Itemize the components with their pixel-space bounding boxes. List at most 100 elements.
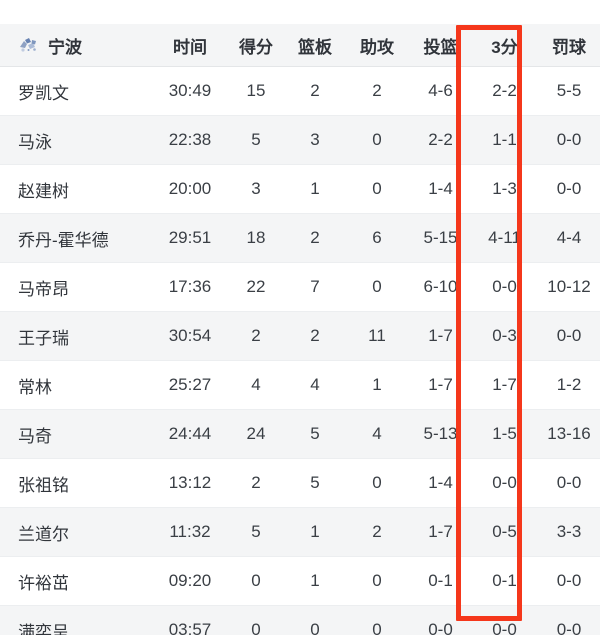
cell-player-name: 兰道尔 — [0, 507, 152, 557]
cell-field-goals: 0-0 — [408, 605, 473, 635]
cell-player-name: 罗凯文 — [0, 66, 152, 116]
cell-field-goals: 2-2 — [408, 115, 473, 165]
cell-three-points: 0-5 — [473, 507, 536, 557]
cell-field-goals: 1-7 — [408, 360, 473, 410]
cell-points: 5 — [228, 507, 284, 557]
cell-player-name: 马奇 — [0, 409, 152, 459]
table-row[interactable]: 许裕茁 09:20 0 1 0 0-1 0-1 0-0 — [0, 556, 600, 606]
cell-rebounds: 1 — [284, 507, 346, 557]
cell-points: 0 — [228, 605, 284, 635]
table-row[interactable]: 乔丹-霍华德 29:51 18 2 6 5-15 4-11 4-4 — [0, 213, 600, 263]
cell-minutes: 24:44 — [152, 409, 228, 459]
cell-rebounds: 2 — [284, 213, 346, 263]
cell-rebounds: 7 — [284, 262, 346, 312]
cell-assists: 1 — [346, 360, 408, 410]
cell-field-goals: 0-1 — [408, 556, 473, 606]
cell-free-throws: 10-12 — [536, 262, 600, 312]
column-header-team[interactable]: 宁波 — [0, 24, 152, 67]
table-row[interactable]: 马帝昂 17:36 22 7 0 6-10 0-0 10-12 — [0, 262, 600, 312]
cell-rebounds: 5 — [284, 458, 346, 508]
column-header-field-goals[interactable]: 投篮 — [408, 24, 473, 67]
header-row: 宁波 时间 得分 篮板 助攻 投篮 3分 罚球 抢 — [0, 24, 600, 67]
cell-points: 3 — [228, 164, 284, 214]
cell-points: 2 — [228, 458, 284, 508]
cell-three-points: 1-1 — [473, 115, 536, 165]
cell-assists: 0 — [346, 458, 408, 508]
cell-minutes: 03:57 — [152, 605, 228, 635]
cell-field-goals: 1-7 — [408, 507, 473, 557]
column-header-assists[interactable]: 助攻 — [346, 24, 408, 67]
cell-three-points: 1-3 — [473, 164, 536, 214]
cell-free-throws: 0-0 — [536, 458, 600, 508]
cell-points: 0 — [228, 556, 284, 606]
cell-free-throws: 0-0 — [536, 556, 600, 606]
cell-minutes: 30:54 — [152, 311, 228, 361]
top-spacer — [0, 0, 600, 24]
column-header-three-points[interactable]: 3分 — [473, 24, 536, 67]
cell-assists: 0 — [346, 605, 408, 635]
cell-field-goals: 1-4 — [408, 164, 473, 214]
table-row[interactable]: 兰道尔 11:32 5 1 2 1-7 0-5 3-3 — [0, 507, 600, 557]
cell-player-name: 马泳 — [0, 115, 152, 165]
cell-field-goals: 1-7 — [408, 311, 473, 361]
cell-field-goals: 6-10 — [408, 262, 473, 312]
table-row[interactable]: 张祖铭 13:12 2 5 0 1-4 0-0 0-0 — [0, 458, 600, 508]
cell-points: 22 — [228, 262, 284, 312]
cell-points: 5 — [228, 115, 284, 165]
table-row[interactable]: 赵建树 20:00 3 1 0 1-4 1-3 0-0 — [0, 164, 600, 214]
cell-field-goals: 1-4 — [408, 458, 473, 508]
cell-points: 4 — [228, 360, 284, 410]
cell-rebounds: 1 — [284, 556, 346, 606]
cell-field-goals: 4-6 — [408, 66, 473, 116]
cell-assists: 0 — [346, 164, 408, 214]
cell-free-throws: 1-2 — [536, 360, 600, 410]
cell-assists: 6 — [346, 213, 408, 263]
column-header-time[interactable]: 时间 — [152, 24, 228, 67]
cell-player-name: 乔丹-霍华德 — [0, 213, 152, 263]
cell-minutes: 11:32 — [152, 507, 228, 557]
table-body: 罗凯文 30:49 15 2 2 4-6 2-2 5-5 马泳 22:38 5 3 0 2-2 1-1 0-0… — [0, 66, 600, 635]
cell-three-points: 1-7 — [473, 360, 536, 410]
cell-rebounds: 0 — [284, 605, 346, 635]
cell-rebounds: 1 — [284, 164, 346, 214]
cell-three-points: 0-3 — [473, 311, 536, 361]
cell-free-throws: 0-0 — [536, 605, 600, 635]
column-header-points[interactable]: 得分 — [228, 24, 284, 67]
table-row[interactable]: 马奇 24:44 24 5 4 5-13 1-5 13-16 — [0, 409, 600, 459]
box-score-table: 宁波 时间 得分 篮板 助攻 投篮 3分 罚球 抢 罗凯文30:4915224-… — [0, 24, 600, 635]
cell-minutes: 13:12 — [152, 458, 228, 508]
cell-rebounds: 2 — [284, 311, 346, 361]
cell-assists: 0 — [346, 556, 408, 606]
cell-three-points: 1-5 — [473, 409, 536, 459]
cell-minutes: 17:36 — [152, 262, 228, 312]
cell-player-name: 许裕茁 — [0, 556, 152, 606]
team-logo-icon — [20, 38, 36, 52]
cell-three-points: 2-2 — [473, 66, 536, 116]
table-header: 宁波 时间 得分 篮板 助攻 投篮 3分 罚球 抢 — [0, 24, 600, 67]
cell-three-points: 4-11 — [473, 213, 536, 263]
cell-free-throws: 3-3 — [536, 507, 600, 557]
cell-minutes: 09:20 — [152, 556, 228, 606]
column-header-free-throws[interactable]: 罚球 — [536, 24, 600, 67]
column-header-rebounds[interactable]: 篮板 — [284, 24, 346, 67]
table-row[interactable]: 马泳 22:38 5 3 0 2-2 1-1 0-0 — [0, 115, 600, 165]
cell-three-points: 0-0 — [473, 458, 536, 508]
cell-player-name: 赵建树 — [0, 164, 152, 214]
table-row[interactable]: 罗凯文 30:49 15 2 2 4-6 2-2 5-5 — [0, 66, 600, 116]
cell-assists: 11 — [346, 311, 408, 361]
table-row[interactable]: 常林 25:27 4 4 1 1-7 1-7 1-2 — [0, 360, 600, 410]
cell-minutes: 29:51 — [152, 213, 228, 263]
cell-minutes: 25:27 — [152, 360, 228, 410]
cell-rebounds: 3 — [284, 115, 346, 165]
cell-assists: 4 — [346, 409, 408, 459]
cell-free-throws: 4-4 — [536, 213, 600, 263]
cell-player-name: 满奕呈 — [0, 605, 152, 635]
cell-rebounds: 5 — [284, 409, 346, 459]
cell-free-throws: 13-16 — [536, 409, 600, 459]
cell-three-points: 0-1 — [473, 556, 536, 606]
table-row[interactable]: 满奕呈 03:57 0 0 0 0-0 0-0 0-0 — [0, 605, 600, 635]
cell-rebounds: 4 — [284, 360, 346, 410]
table-row[interactable]: 王子瑞 30:54 2 2 11 1-7 0-3 0-0 — [0, 311, 600, 361]
cell-free-throws: 0-0 — [536, 311, 600, 361]
cell-player-name: 张祖铭 — [0, 458, 152, 508]
